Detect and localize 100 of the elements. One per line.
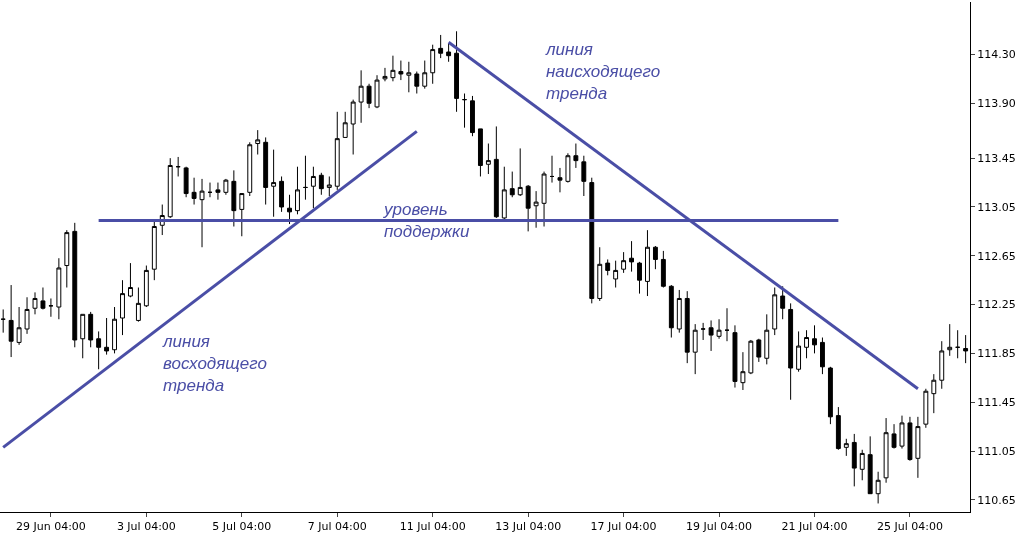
candlestick	[302, 155, 308, 201]
candlestick	[334, 111, 340, 191]
candlestick	[358, 69, 364, 124]
y-tick-label: 111.85	[977, 347, 1016, 361]
candlestick	[231, 169, 237, 227]
candlestick	[318, 172, 324, 196]
candlestick	[708, 319, 714, 352]
candlestick	[645, 229, 650, 297]
candlestick	[287, 194, 292, 225]
candlestick	[525, 184, 531, 232]
candlestick	[104, 317, 110, 356]
candlestick	[56, 257, 62, 320]
candlestick	[676, 289, 682, 334]
y-tick-label: 113.05	[977, 200, 1016, 214]
candlestick	[812, 324, 817, 354]
candlestick	[199, 178, 205, 248]
candlestick	[167, 157, 173, 219]
candlestick	[533, 190, 539, 229]
candlestick	[851, 433, 857, 487]
candlestick	[796, 330, 802, 373]
candlestick	[485, 143, 491, 175]
candlestick	[24, 296, 30, 335]
y-tick-label: 112.25	[977, 298, 1016, 312]
candlestick	[454, 30, 460, 113]
candlestick	[804, 329, 809, 359]
candlestick	[947, 323, 953, 357]
annotation: линия наисходящего тренда	[545, 40, 661, 104]
candlestick	[859, 449, 865, 481]
candlestick	[390, 55, 396, 82]
candlestick	[875, 471, 881, 504]
candlestick	[581, 155, 587, 197]
candlestick	[509, 171, 515, 198]
candlestick	[88, 311, 94, 348]
y-tick-label: 111.45	[977, 396, 1016, 410]
candlestick	[589, 177, 595, 304]
candlestick	[128, 262, 133, 298]
candlestick	[557, 167, 563, 193]
candlestick	[764, 313, 770, 365]
candlestick	[780, 285, 786, 320]
candlestick	[565, 152, 571, 184]
candlestick	[310, 166, 316, 209]
x-tick-label: 13 Jul 04:00	[495, 520, 562, 534]
y-tick-label: 111.05	[977, 444, 1016, 458]
x-tick-label: 21 Jul 04:00	[781, 520, 848, 534]
candlestick	[326, 175, 332, 197]
y-tick-label: 110.65	[977, 493, 1016, 507]
candlestick	[835, 406, 841, 451]
candlestick	[8, 284, 14, 358]
x-tick-label: 3 Jul 04:00	[116, 520, 176, 534]
candlestick	[923, 388, 929, 429]
candlestick	[80, 313, 86, 359]
x-tick-label: 5 Jul 04:00	[212, 520, 272, 534]
candlestick	[605, 258, 611, 276]
x-tick-label: 7 Jul 04:00	[307, 520, 367, 534]
candlestick	[756, 338, 762, 363]
candlestick	[597, 246, 603, 302]
candlestick	[613, 260, 619, 288]
candlestick	[64, 229, 70, 288]
candlestick	[374, 74, 380, 109]
candlestick	[135, 287, 141, 323]
candlestick	[48, 297, 54, 318]
candlestick	[263, 136, 269, 206]
annotation: линия восходящего тренда	[162, 332, 267, 396]
candlestick	[16, 306, 22, 346]
candlestick	[899, 415, 905, 450]
x-tick-label: 29 Jun 04:00	[15, 520, 86, 534]
candlestick	[867, 435, 873, 495]
candlestick	[239, 193, 245, 237]
candlestick	[215, 182, 221, 201]
y-tick-label: 114.30	[977, 48, 1016, 62]
candlestick	[772, 287, 778, 336]
candlestick	[0, 308, 6, 334]
candlestick	[660, 250, 666, 288]
candlestick	[621, 251, 627, 274]
candlestick	[295, 166, 300, 215]
candlestick	[279, 175, 285, 213]
candlestick	[716, 318, 722, 340]
candlestick	[151, 219, 157, 281]
candlestick	[430, 44, 436, 85]
candlestick	[963, 334, 969, 364]
candlestick	[183, 166, 189, 198]
candlestick	[493, 125, 499, 219]
candlestick	[406, 61, 412, 93]
candlestick	[112, 306, 117, 354]
y-tick-label: 113.90	[977, 97, 1016, 111]
candlestick	[891, 423, 897, 450]
candlestick	[573, 143, 579, 169]
candlestick	[143, 265, 149, 308]
candlestick	[223, 178, 229, 196]
candlestick	[32, 291, 38, 315]
candlestick	[907, 416, 913, 462]
candlestick	[398, 60, 404, 81]
candlestick	[446, 42, 452, 63]
candlestick	[422, 60, 428, 90]
candlestick	[438, 34, 444, 59]
x-tick-label: 25 Jul 04:00	[876, 520, 943, 534]
candlestick	[366, 83, 372, 109]
annotation: уровень поддержки	[383, 200, 471, 242]
candlestick	[915, 416, 921, 479]
candlestick	[470, 95, 475, 137]
